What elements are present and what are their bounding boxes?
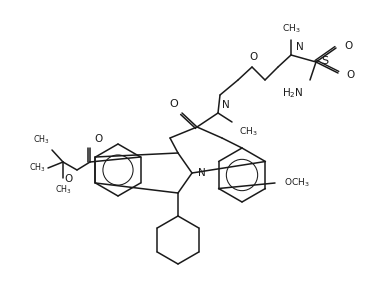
- Text: CH$_3$: CH$_3$: [55, 183, 72, 196]
- Text: N: N: [222, 100, 230, 110]
- Text: CH$_3$: CH$_3$: [33, 134, 50, 146]
- Text: CH$_3$: CH$_3$: [239, 126, 257, 139]
- Text: O: O: [344, 41, 352, 51]
- Text: O: O: [94, 134, 102, 144]
- Text: OCH$_3$: OCH$_3$: [284, 177, 310, 189]
- Text: O: O: [169, 99, 178, 109]
- Text: O: O: [249, 52, 257, 62]
- Text: N: N: [296, 42, 304, 52]
- Text: CH$_3$: CH$_3$: [282, 22, 300, 35]
- Text: H$_2$N: H$_2$N: [282, 86, 304, 100]
- Text: O: O: [346, 70, 354, 80]
- Text: O: O: [65, 174, 73, 184]
- Text: N: N: [198, 168, 206, 178]
- Text: CH$_3$: CH$_3$: [29, 162, 46, 174]
- Text: S: S: [321, 56, 328, 66]
